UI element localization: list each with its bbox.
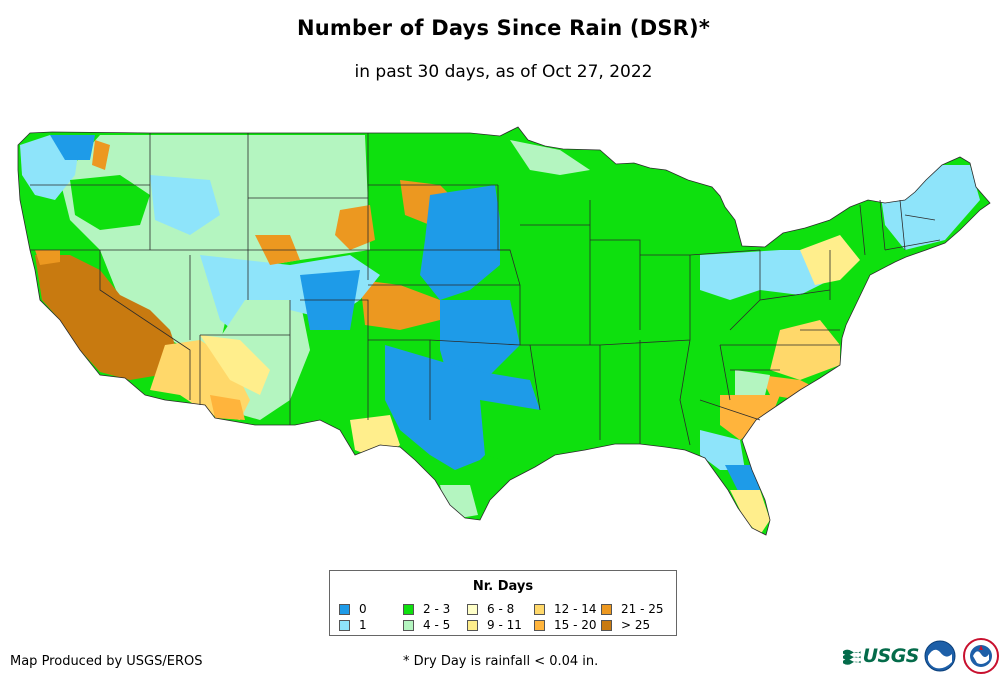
legend-grid: 0 2 - 3 6 - 8 12 - 14 21 - 25 1 4 - 5 9 bbox=[339, 601, 671, 633]
legend-label: 2 - 3 bbox=[423, 602, 451, 616]
legend-item-21-25: 21 - 25 bbox=[601, 601, 671, 617]
legend-item-12-14: 12 - 14 bbox=[534, 601, 601, 617]
map-credit: Map Produced by USGS/EROS bbox=[10, 654, 203, 669]
legend-swatch bbox=[403, 603, 414, 615]
dry-day-footnote: * Dry Day is rainfall < 0.04 in. bbox=[403, 654, 599, 669]
legend-item-2-3: 2 - 3 bbox=[403, 601, 467, 617]
legend-label: > 25 bbox=[621, 618, 651, 632]
legend-item-15-20: 15 - 20 bbox=[534, 617, 601, 633]
legend-swatch bbox=[467, 603, 478, 615]
usgs-logo: USGS bbox=[843, 643, 920, 669]
legend-item-9-11: 9 - 11 bbox=[467, 617, 534, 633]
map-subtitle: in past 30 days, as of Oct 27, 2022 bbox=[354, 62, 653, 82]
legend-swatch bbox=[339, 603, 350, 615]
legend-item-0: 0 bbox=[339, 601, 403, 617]
map-title: Number of Days Since Rain (DSR)* bbox=[296, 16, 711, 40]
noaa-logo bbox=[924, 640, 956, 672]
legend-label: 21 - 25 bbox=[621, 602, 664, 616]
legend-label: 12 - 14 bbox=[554, 602, 597, 616]
legend-swatch bbox=[534, 619, 545, 631]
legend-swatch bbox=[403, 619, 414, 631]
legend-label: 15 - 20 bbox=[554, 618, 597, 632]
usgs-wave-icon bbox=[843, 649, 861, 665]
legend-swatch bbox=[601, 619, 612, 631]
nws-logo bbox=[963, 638, 999, 674]
legend-item-1: 1 bbox=[339, 617, 403, 633]
usgs-logo-text: USGS bbox=[862, 645, 920, 667]
legend: Nr. Days 0 2 - 3 6 - 8 12 - 14 21 - 25 1 bbox=[329, 570, 677, 636]
legend-label: 4 - 5 bbox=[423, 618, 451, 632]
legend-title: Nr. Days bbox=[472, 579, 534, 594]
legend-label: 9 - 11 bbox=[487, 618, 522, 632]
us-dsr-map bbox=[17, 126, 991, 536]
legend-item-gt-25: > 25 bbox=[601, 617, 671, 633]
legend-item-4-5: 4 - 5 bbox=[403, 617, 467, 633]
legend-swatch bbox=[534, 603, 545, 615]
legend-label: 0 bbox=[359, 602, 367, 616]
legend-swatch bbox=[339, 619, 350, 631]
legend-swatch bbox=[467, 619, 478, 631]
legend-label: 1 bbox=[359, 618, 367, 632]
legend-label: 6 - 8 bbox=[487, 602, 515, 616]
legend-swatch bbox=[601, 603, 612, 615]
legend-item-6-8: 6 - 8 bbox=[467, 601, 534, 617]
